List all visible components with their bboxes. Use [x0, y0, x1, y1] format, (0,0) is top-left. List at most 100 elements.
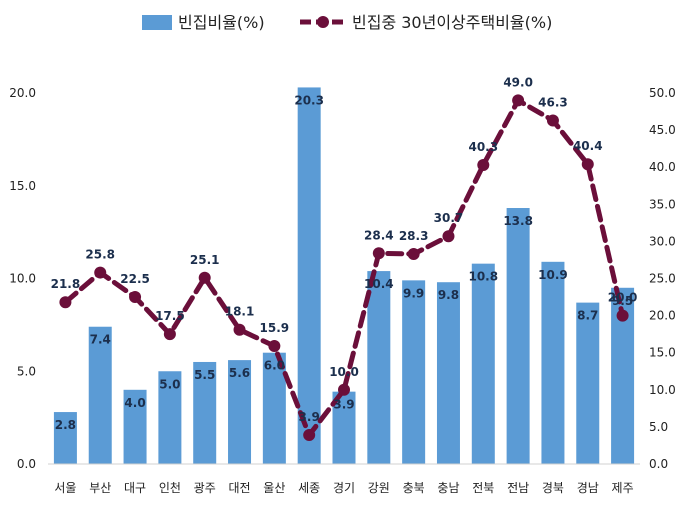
line-value-label: 25.8 — [85, 248, 115, 262]
line-value-label: 10.0 — [329, 365, 359, 379]
bar — [576, 302, 600, 464]
category-label: 경기 — [333, 481, 355, 495]
legend: 빈집비율(%) 빈집중 30년이상주택비율(%) — [142, 13, 552, 32]
right-tick-label: 5.0 — [649, 420, 668, 434]
category-label: 전남 — [507, 481, 529, 495]
bar-value-label: 5.5 — [194, 368, 215, 382]
bars — [48, 87, 640, 465]
bar — [611, 287, 635, 464]
right-tick-label: 45.0 — [649, 123, 676, 137]
right-axis: 0.0 5.0 10.0 15.0 20.0 25.0 30.0 35.0 40.0 45.0 50… — [649, 86, 676, 471]
bar — [506, 208, 530, 464]
bar — [436, 282, 460, 464]
right-tick-label: 30.0 — [649, 234, 676, 248]
line-point — [94, 266, 107, 279]
bar — [332, 391, 356, 464]
bar-value-label: 5.6 — [229, 366, 250, 380]
category-label: 충남 — [437, 481, 459, 495]
left-tick-label: 0.0 — [17, 457, 36, 471]
legend-line-label: 빈집중 30년이상주택비율(%) — [352, 13, 552, 32]
right-tick-label: 15.0 — [649, 346, 676, 360]
left-tick-label: 20.0 — [9, 86, 36, 100]
category-label: 경남 — [577, 481, 599, 495]
category-label: 강원 — [368, 481, 390, 495]
left-tick-label: 15.0 — [9, 179, 36, 193]
line-point — [233, 323, 246, 336]
category-axis: 서울 부산 대구 인천 광주 대전 울산 세종 경기 강원 충북 충남 전북 전남 경북 경남 제주 — [54, 480, 633, 495]
bar-value-label: 10.4 — [364, 277, 394, 291]
bar — [193, 361, 217, 464]
bar — [541, 261, 565, 464]
left-tick-label: 5.0 — [17, 364, 36, 378]
right-tick-label: 50.0 — [649, 86, 676, 100]
right-tick-label: 20.0 — [649, 309, 676, 323]
category-label: 충북 — [403, 481, 425, 495]
line-point — [546, 114, 559, 127]
line-point — [59, 296, 72, 309]
line-value-label: 30.7 — [434, 211, 464, 225]
bar-value-label: 20.3 — [294, 93, 324, 107]
bar — [53, 412, 77, 464]
line-value-label: 28.3 — [399, 229, 429, 243]
bar — [471, 263, 495, 464]
bar — [262, 352, 286, 464]
line-value-label: 18.1 — [225, 305, 255, 319]
line-value-label: 49.0 — [503, 75, 533, 89]
line-point — [372, 247, 385, 260]
bar-value-label: 4.0 — [124, 396, 145, 410]
line-value-label: 22.5 — [120, 272, 150, 286]
category-label: 인천 — [159, 480, 181, 495]
line-value-label: 3.9 — [299, 410, 320, 424]
category-label: 광주 — [194, 481, 216, 495]
category-label: 서울 — [54, 481, 76, 495]
right-tick-label: 25.0 — [649, 272, 676, 286]
bar-value-label: 7.4 — [90, 333, 111, 347]
line-series — [59, 94, 629, 442]
legend-bar-swatch — [142, 15, 172, 30]
line-point — [512, 94, 525, 107]
category-label: 울산 — [263, 481, 285, 495]
right-tick-label: 35.0 — [649, 197, 676, 211]
category-label: 경북 — [542, 481, 564, 495]
right-tick-label: 40.0 — [649, 160, 676, 174]
left-axis: 0.0 5.0 10.0 15.0 20.0 — [9, 86, 36, 471]
bar-value-label: 13.8 — [503, 214, 533, 228]
line-value-label: 46.3 — [538, 95, 568, 109]
line-point — [303, 429, 316, 442]
category-label: 세종 — [298, 481, 320, 495]
line-point — [338, 383, 350, 396]
bar-value-label: 5.0 — [159, 377, 180, 391]
category-label: 부산 — [89, 481, 111, 495]
bar-value-label: 2.8 — [55, 418, 76, 432]
category-label: 대전 — [228, 481, 250, 495]
bar — [228, 360, 252, 464]
line-point — [163, 328, 176, 341]
bar-value-label: 6.0 — [264, 359, 285, 373]
bar — [402, 280, 426, 464]
line-value-label: 21.8 — [51, 277, 81, 291]
category-label: 제주 — [612, 481, 634, 495]
bar-value-label: 8.7 — [577, 309, 598, 323]
category-label: 전북 — [472, 481, 494, 495]
bar — [123, 389, 147, 464]
right-tick-label: 10.0 — [649, 383, 676, 397]
bar-value-label: 10.8 — [468, 270, 498, 284]
bar — [158, 371, 182, 464]
bar-value-label: 10.9 — [538, 268, 568, 282]
line-value-label: 17.5 — [155, 309, 185, 323]
line-point — [442, 230, 455, 243]
bar — [367, 271, 391, 464]
line-point — [268, 340, 281, 353]
line-point — [616, 309, 629, 322]
bar-value-label: 9.5 — [612, 294, 633, 308]
bar — [297, 87, 321, 464]
legend-line-marker — [317, 16, 329, 28]
line-point — [129, 291, 142, 304]
legend-bar-label: 빈집비율(%) — [178, 13, 265, 32]
line-point — [581, 158, 594, 171]
category-label: 대구 — [124, 481, 146, 495]
bar-value-label: 3.9 — [333, 398, 354, 412]
bar — [88, 326, 112, 464]
data-labels: 2.8 7.4 4.0 5.0 5.5 5.6 6.0 20.3 3.9 10.4 9.9 9.8 10… — [51, 75, 638, 432]
